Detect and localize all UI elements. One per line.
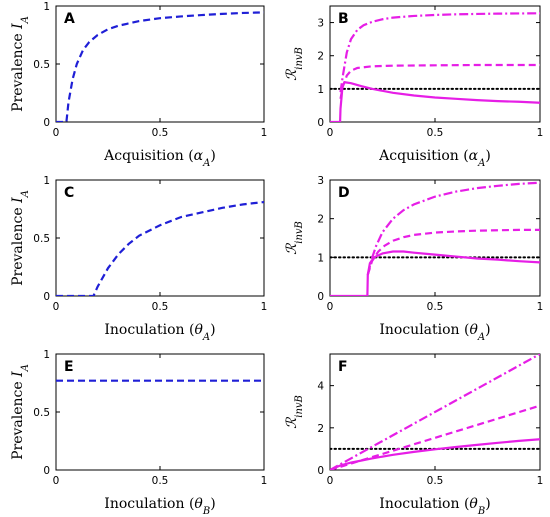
x-axis-label: Inoculation (θB) — [379, 496, 490, 517]
panel-letter: C — [64, 185, 74, 201]
panel-f: 0 0.5 1 0 2 4 F Inoculation (θB) ℛinvB — [284, 353, 544, 517]
y-tick-label: 2 — [317, 51, 324, 63]
y-tick-label: 2 — [317, 214, 324, 226]
series-line-dashed — [330, 404, 540, 470]
x-axis-label: Inoculation (θA) — [379, 322, 490, 343]
y-tick-label: 1 — [43, 1, 50, 13]
panel-letter: B — [338, 11, 349, 27]
y-tick-label: 3 — [317, 175, 324, 187]
y-tick-label: 0.5 — [33, 407, 50, 419]
series-line-dashed — [366, 228, 540, 276]
panel-letter: D — [338, 185, 350, 201]
y-tick-label: 1 — [317, 84, 324, 96]
y-tick-label: 0 — [43, 465, 50, 477]
series-line-dashdot — [330, 354, 540, 470]
x-tick-label: 0.5 — [427, 127, 444, 139]
y-tick-label: 4 — [317, 381, 324, 393]
x-axis-label: Acquisition (αA) — [103, 148, 216, 169]
x-tick-label: 0 — [53, 301, 60, 313]
panel-letter: E — [64, 359, 74, 375]
y-tick-label: 3 — [317, 18, 324, 30]
y-axis-label: ℛinvB — [284, 221, 305, 255]
x-tick-label: 1 — [261, 475, 268, 487]
x-tick-label: 1 — [537, 127, 544, 139]
y-tick-label: 0.5 — [33, 59, 50, 71]
x-tick-label: 1 — [537, 475, 544, 487]
x-tick-label: 0.5 — [427, 301, 444, 313]
x-tick-label: 0.5 — [152, 127, 169, 139]
y-tick-label: 0 — [317, 291, 324, 303]
panel-c: 0 0.5 1 0 0.5 1 C Inoculation (θA) Prevalence IA — [10, 175, 267, 343]
x-tick-label: 0 — [327, 301, 334, 313]
x-axis-label: Inoculation (θA) — [104, 322, 215, 343]
x-tick-label: 0.5 — [427, 475, 444, 487]
series-line-dashed — [339, 63, 540, 99]
y-tick-label: 2 — [317, 423, 324, 435]
x-tick-label: 0 — [327, 127, 334, 139]
axes-box — [55, 179, 265, 297]
x-tick-label: 0.5 — [152, 475, 169, 487]
x-tick-label: 1 — [261, 127, 268, 139]
y-axis-label: Prevalence IA — [10, 16, 31, 112]
y-tick-label: 1 — [43, 175, 50, 187]
x-axis-label: Inoculation (θB) — [104, 496, 215, 517]
y-axis-label: ℛinvB — [284, 47, 305, 81]
y-tick-label: 0 — [317, 465, 324, 477]
series-line-dashdot — [366, 181, 540, 275]
panel-b: 0 0.5 1 0 1 2 3 B Acquisition (αA) ℛinvB — [284, 5, 544, 169]
axes-box — [55, 353, 265, 471]
x-tick-label: 0 — [53, 475, 60, 487]
y-tick-label: 0 — [317, 117, 324, 129]
y-axis-label: Prevalence IA — [10, 190, 31, 286]
x-tick-label: 1 — [537, 301, 544, 313]
panel-d: 0 0.5 1 0 1 2 3 D Inoculation (θA) ℛinvB — [284, 175, 543, 343]
x-tick-label: 0 — [53, 127, 60, 139]
series-line-dashed — [56, 11, 264, 122]
y-axis-label: Prevalence IA — [10, 364, 31, 460]
x-tick-label: 0.5 — [152, 301, 169, 313]
y-axis-label: ℛinvB — [284, 395, 305, 429]
series-line-dashed — [56, 200, 264, 296]
panel-e: 0 0.5 1 0 0.5 1 E Inoculation (θB) Prevalence IA — [10, 349, 267, 517]
panel-a: 0 0.5 1 0 0.5 1 A Acquisition (αA) Prevalence IA — [10, 1, 267, 169]
series-line-dashdot — [339, 12, 540, 93]
y-tick-label: 0 — [43, 117, 50, 129]
series-line-solid — [330, 438, 540, 470]
y-tick-label: 0 — [43, 291, 50, 303]
x-axis-label: Acquisition (αA) — [378, 148, 491, 169]
panel-letter: F — [338, 359, 348, 375]
y-tick-label: 1 — [43, 349, 50, 361]
y-tick-label: 0.5 — [33, 233, 50, 245]
panel-letter: A — [64, 11, 75, 27]
axes-box — [55, 5, 265, 123]
x-tick-label: 0 — [327, 475, 334, 487]
y-tick-label: 1 — [317, 252, 324, 264]
x-tick-label: 1 — [261, 301, 268, 313]
